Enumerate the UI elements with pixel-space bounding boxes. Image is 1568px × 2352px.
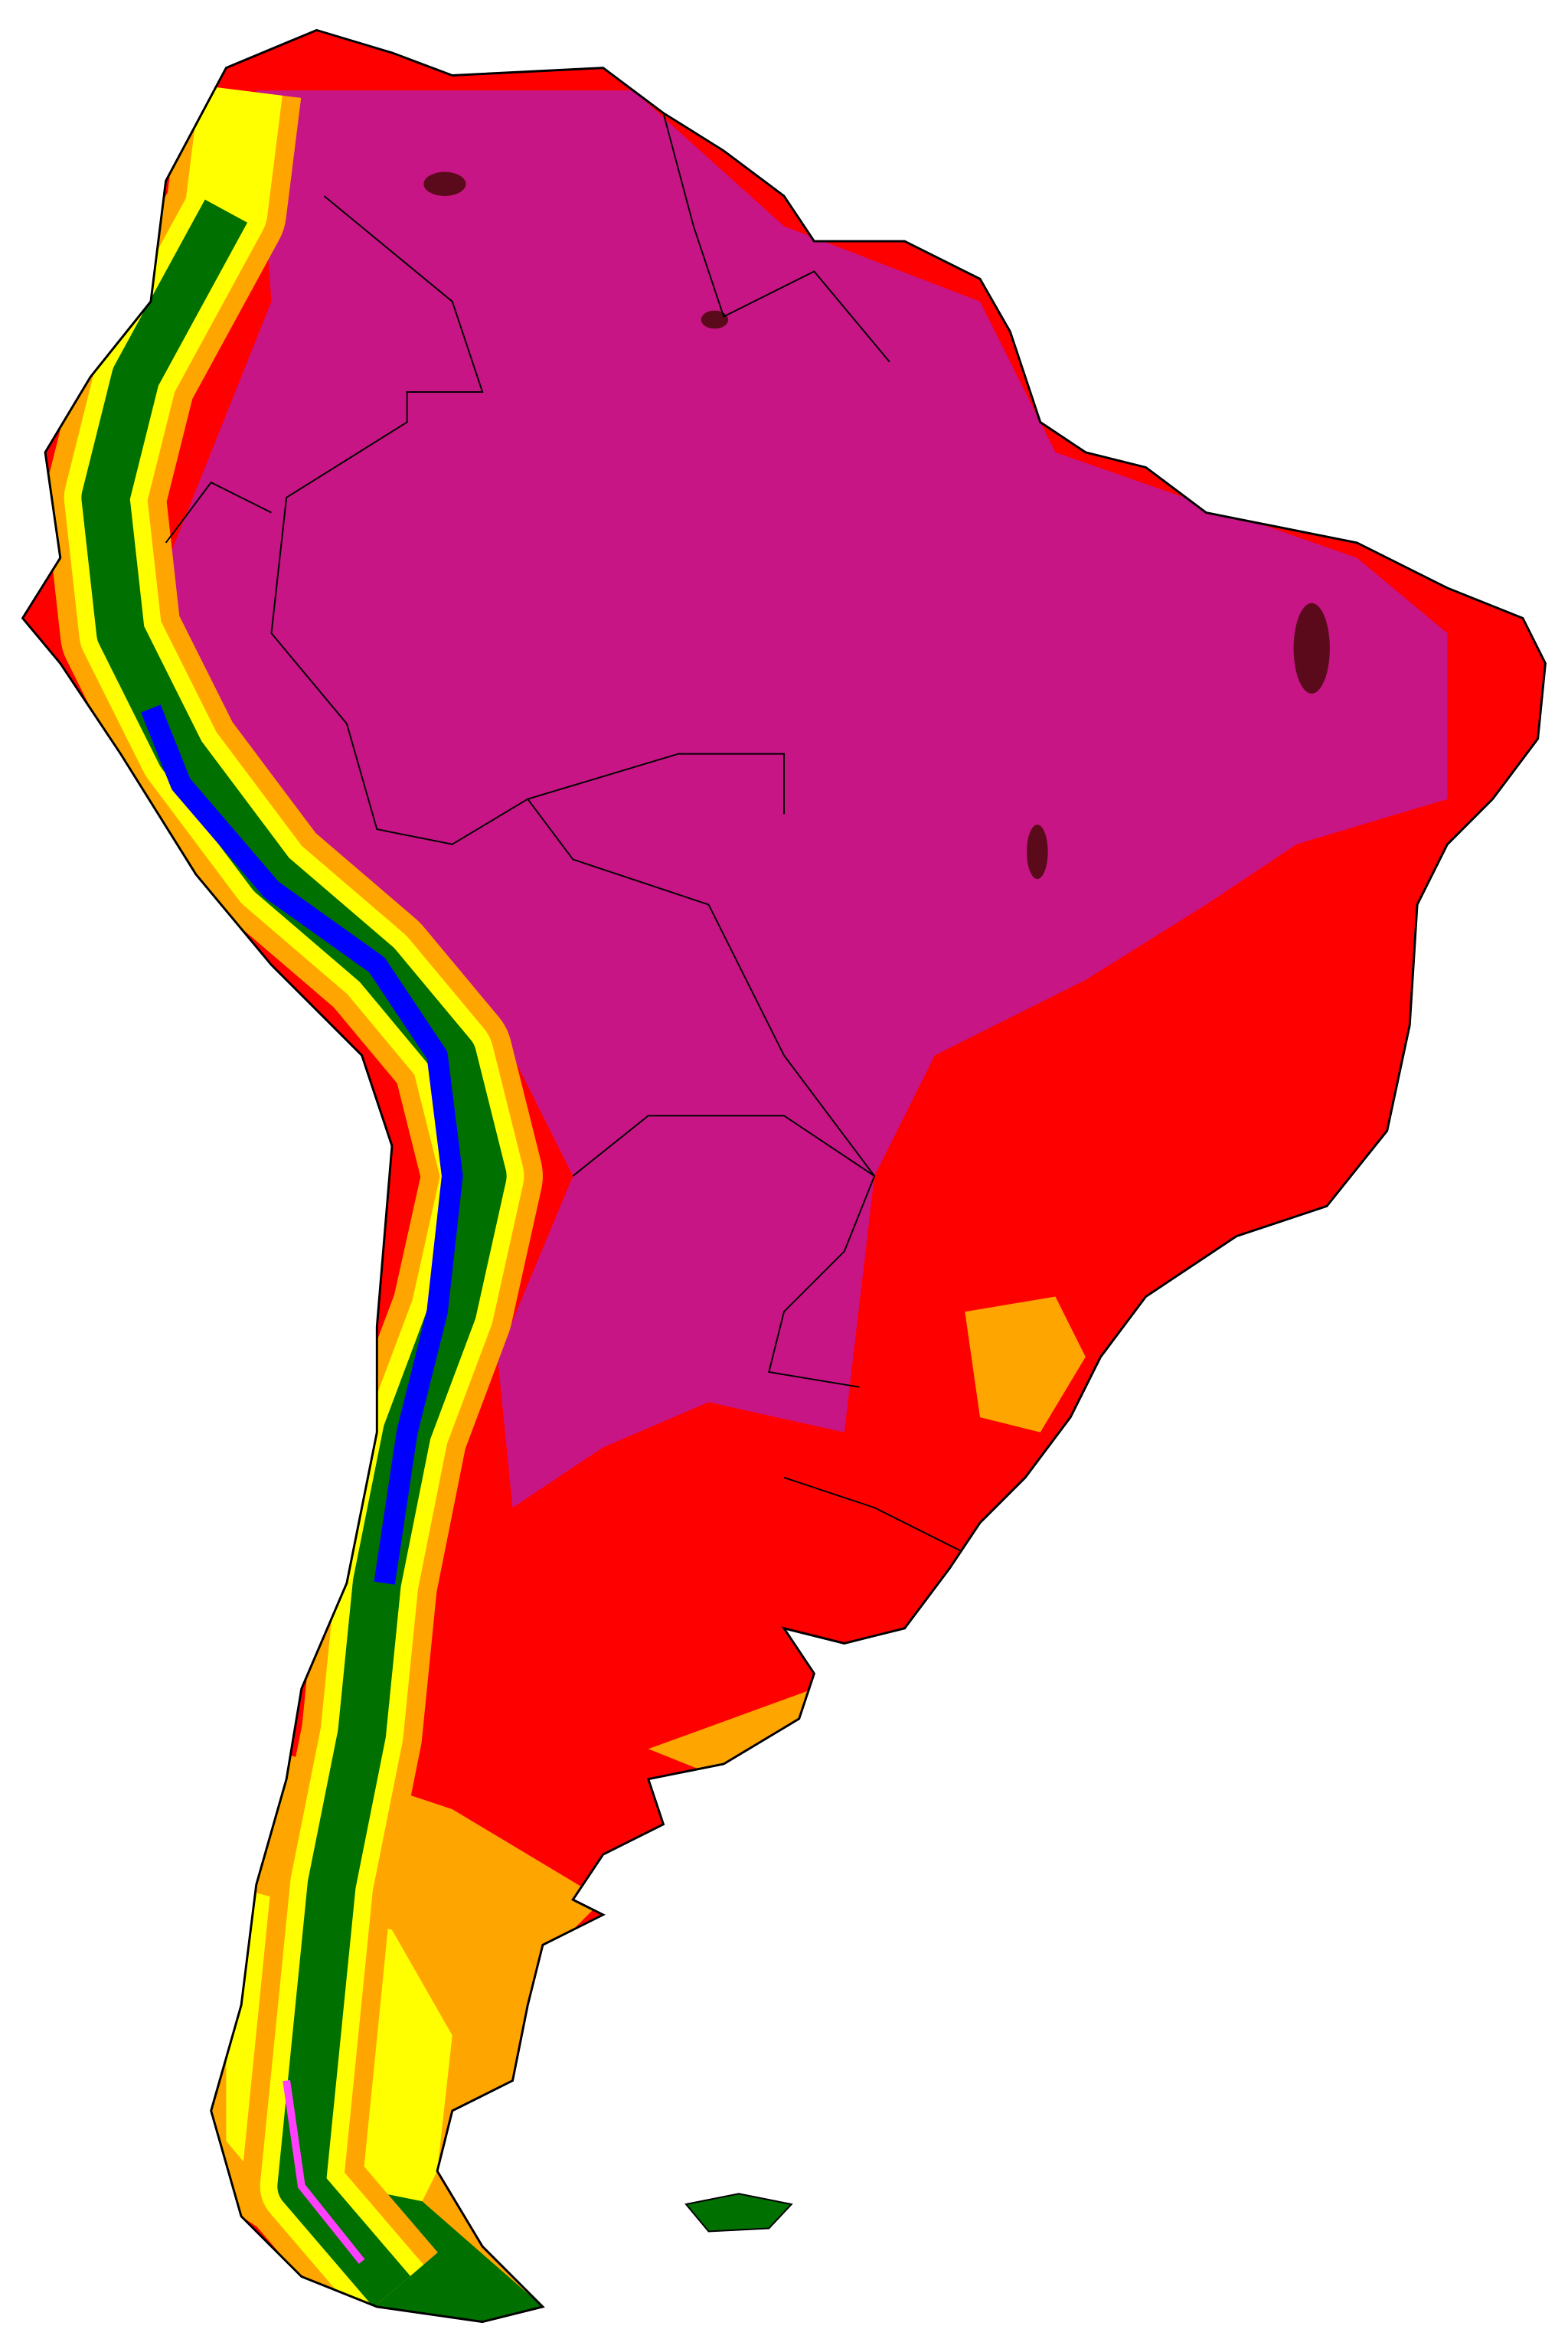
border	[270, 195, 876, 1388]
dark-spot	[701, 310, 729, 329]
border	[165, 481, 272, 544]
border	[783, 1476, 965, 1554]
dark-spot	[423, 172, 466, 196]
border	[572, 1115, 875, 1177]
borders	[165, 113, 965, 1554]
border	[662, 113, 890, 363]
border	[527, 753, 785, 815]
falkland-islands	[684, 2193, 793, 2233]
coastline	[21, 28, 1547, 2324]
tropical-zone	[150, 90, 1448, 1508]
dark-spot	[1027, 825, 1048, 880]
dark-spot	[1293, 603, 1330, 694]
andes-blue	[141, 704, 463, 1585]
temperate-patch	[648, 1296, 1086, 1779]
andes-green	[81, 199, 507, 2308]
andes-ice	[283, 2079, 365, 2264]
